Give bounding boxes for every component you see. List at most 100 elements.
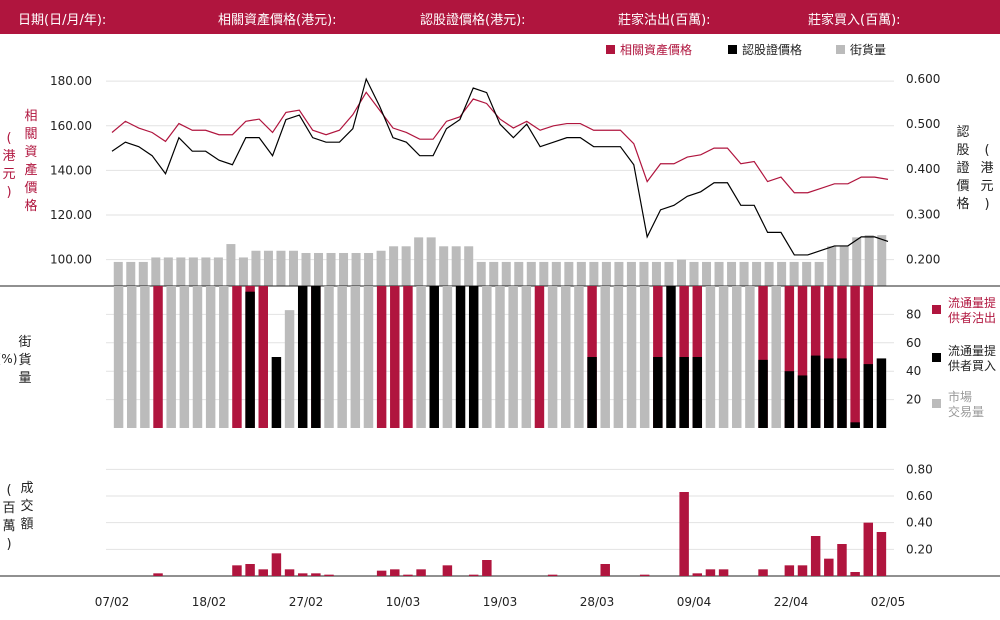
market-volume-bar — [350, 286, 361, 428]
legend-swatch — [606, 45, 615, 54]
sell-label: 莊家沽出(百萬): — [618, 13, 711, 28]
turnover-bar — [297, 573, 308, 576]
left-top-axis-label: 相 關 資 產 價 格 — [24, 109, 38, 214]
bottom-tick-label: 0.60 — [906, 489, 933, 503]
left-tick-label: 100.00 — [50, 253, 92, 267]
lp-buy-bar — [311, 286, 321, 428]
lp-buy-bar — [587, 357, 597, 428]
outstanding-bar — [163, 257, 173, 286]
outstanding-bar — [489, 261, 499, 286]
outstanding-bar — [188, 257, 198, 286]
market-volume-bar — [574, 286, 584, 428]
market-volume-bar — [179, 286, 190, 428]
lp-sell-bar — [534, 286, 545, 428]
outstanding-bar — [401, 246, 411, 286]
lp-sell-bar — [850, 286, 860, 428]
lp-buy-bar — [863, 364, 874, 428]
lp-buy-bar — [429, 286, 439, 428]
outstanding-bar — [238, 257, 248, 286]
lp-buy-bar — [850, 422, 860, 428]
outstanding-bar — [263, 250, 273, 286]
outstanding-bar — [601, 261, 611, 286]
turnover-bar — [600, 564, 610, 576]
market-volume-bar — [416, 286, 426, 428]
right-tick-label: 0.500 — [906, 117, 940, 131]
outstanding-bar — [251, 250, 261, 286]
market-volume-bar — [442, 286, 453, 428]
turnover-bar — [547, 574, 558, 576]
lp-buy-bar — [245, 291, 255, 428]
outstanding-bar — [864, 235, 874, 286]
bottom-tick-label: 0.40 — [906, 516, 933, 530]
outstanding-bar — [314, 252, 324, 286]
x-tick-label: 07/02 — [95, 595, 130, 609]
legend-label: 認股證價格 — [742, 42, 802, 57]
mid-axis-unit: (%) — [0, 352, 18, 366]
turnover-bar — [705, 569, 716, 576]
outstanding-bar — [326, 252, 336, 286]
outstanding-bar — [364, 252, 374, 286]
lp-sell-bar — [863, 286, 874, 428]
outstanding-bar — [614, 261, 624, 286]
left-tick-label: 120.00 — [50, 208, 92, 222]
right-tick-label: 0.600 — [906, 72, 940, 86]
outstanding-bar — [689, 261, 699, 286]
outstanding-bar — [814, 261, 824, 286]
outstanding-bar — [138, 261, 148, 286]
lp-sell-bar — [797, 286, 808, 428]
turnover-bar — [797, 565, 808, 576]
buy-label: 莊家買入(百萬): — [808, 13, 901, 28]
left-tick-label: 160.00 — [50, 119, 92, 133]
market-volume-bar — [705, 286, 716, 428]
turnover-bar — [284, 569, 295, 576]
lp-buy-bar — [468, 286, 479, 428]
outstanding-bar — [201, 257, 211, 286]
lp-buy-bar — [784, 371, 795, 428]
outstanding-bar — [576, 261, 586, 286]
market-volume-bar — [337, 286, 347, 428]
date-label: 日期(日/月/年): — [18, 13, 107, 28]
left-tick-label: 140.00 — [50, 163, 92, 177]
lp-sell-bar — [153, 286, 163, 428]
market-volume-bar — [363, 286, 374, 428]
outstanding-bar — [877, 235, 887, 286]
outstanding-bar — [476, 261, 486, 286]
lp-buy-bar — [824, 358, 834, 428]
lp-sell-bar — [824, 286, 834, 428]
lp-sell-bar — [232, 286, 242, 428]
turnover-bar — [442, 565, 453, 576]
right-tick-label: 0.400 — [906, 162, 940, 176]
outstanding-bar — [339, 252, 349, 286]
legend-mid-market-text-2: 交易量 — [948, 405, 985, 419]
legend-mid-sell-text-1: 流通量提 — [948, 296, 997, 310]
legend-mid-buy-text-1: 流通量提 — [948, 344, 997, 358]
left-top-axis-unit: ( 港 元 ) — [2, 131, 16, 200]
header-bar: 日期(日/月/年): 相關資產價格(港元): 認股證價格(港元): 莊家沽出(百… — [0, 0, 1000, 34]
market-volume-bar — [284, 310, 295, 428]
market-volume-bar — [140, 286, 150, 428]
x-tick-label: 22/04 — [774, 595, 809, 609]
mid-tick-label: 20 — [906, 393, 921, 407]
legend-mid-market: 市場 交易量 — [932, 390, 984, 420]
outstanding-bar — [802, 261, 812, 286]
outstanding-bar — [777, 261, 787, 286]
outstanding-bar — [288, 250, 298, 286]
x-tick-label: 27/02 — [289, 595, 324, 609]
turnover-bar — [468, 574, 479, 576]
outstanding-bar — [827, 246, 837, 286]
outstanding-bar — [113, 261, 123, 286]
legend-swatch — [836, 45, 845, 54]
lp-buy-bar — [797, 375, 808, 428]
warrant-price-line — [111, 77, 889, 256]
turnover-bar — [311, 573, 321, 576]
x-tick-label: 09/04 — [677, 595, 712, 609]
outstanding-bar — [526, 261, 536, 286]
lp-buy-bar — [653, 357, 663, 428]
lp-buy-bar — [297, 286, 308, 428]
lp-sell-bar — [758, 286, 768, 428]
turnover-bar — [850, 572, 860, 576]
mid-tick-label: 60 — [906, 336, 921, 350]
market-volume-bar — [495, 286, 505, 428]
lp-buy-bar — [810, 355, 821, 428]
bottom-axis-unit: ( 百 萬 ) — [2, 483, 16, 552]
